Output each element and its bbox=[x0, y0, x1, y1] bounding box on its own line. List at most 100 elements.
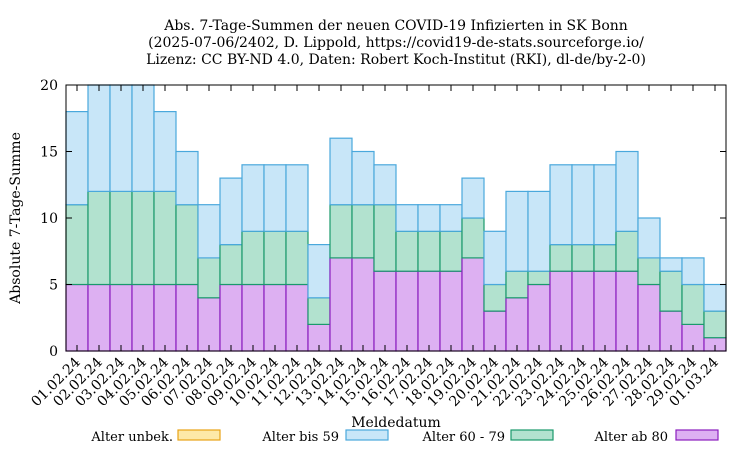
bar-alter-ab-80-23.02.24 bbox=[549, 270, 573, 352]
axes-layer: 0510152001.02.2402.02.2403.02.2404.02.24… bbox=[28, 78, 727, 410]
bar-alter-ab-80-24.02.24 bbox=[571, 270, 595, 352]
bar-alter-60-79-26.02.24 bbox=[615, 230, 639, 272]
bar-alter-bis-59-10.02.24 bbox=[263, 164, 287, 232]
bar-alter-60-79-16.02.24 bbox=[395, 230, 419, 272]
y-tick-label: 0 bbox=[49, 344, 58, 360]
legend: Alter unbek. Alter bis 59 Alter 60 - 79 Alt… bbox=[90, 429, 719, 445]
bar-alter-60-79-20.02.24 bbox=[483, 283, 507, 312]
legend-swatch-alter-ab-80 bbox=[675, 429, 719, 441]
title-line-2: (2025-07-06/2402, D. Lippold, https://co… bbox=[148, 35, 644, 51]
legend-swatch-alter-60-79 bbox=[510, 429, 554, 441]
bar-alter-ab-80-09.02.24 bbox=[241, 283, 265, 352]
bar-alter-ab-80-05.02.24 bbox=[153, 283, 177, 352]
bar-alter-60-79-07.02.24 bbox=[197, 257, 221, 299]
bar-alter-bis-59-27.02.24 bbox=[637, 217, 661, 259]
title-line-3: Lizenz: CC BY-ND 4.0, Daten: Robert Koch… bbox=[146, 52, 646, 68]
y-tick-label: 10 bbox=[40, 211, 58, 227]
bar-alter-bis-59-14.02.24 bbox=[351, 150, 375, 206]
bar-alter-60-79-28.02.24 bbox=[659, 270, 683, 312]
bar-alter-bis-59-02.02.24 bbox=[87, 84, 111, 193]
y-tick-label: 20 bbox=[40, 78, 58, 94]
bar-alter-bis-59-06.02.24 bbox=[175, 150, 199, 206]
bar-alter-bis-59-09.02.24 bbox=[241, 164, 265, 232]
bar-alter-bis-59-28.02.24 bbox=[659, 257, 683, 272]
bar-alter-bis-59-23.02.24 bbox=[549, 164, 573, 246]
bar-alter-bis-59-20.02.24 bbox=[483, 230, 507, 286]
bars-layer bbox=[65, 84, 727, 352]
bar-alter-60-79-23.02.24 bbox=[549, 244, 573, 272]
bar-alter-60-79-08.02.24 bbox=[219, 244, 243, 286]
bar-alter-60-79-04.02.24 bbox=[131, 190, 155, 286]
bar-alter-ab-80-18.02.24 bbox=[439, 270, 463, 352]
bar-alter-60-79-01.02.24 bbox=[65, 204, 89, 286]
bar-alter-60-79-10.02.24 bbox=[263, 230, 287, 286]
bar-alter-ab-80-01.02.24 bbox=[65, 283, 89, 352]
bar-alter-bis-59-13.02.24 bbox=[329, 137, 353, 206]
bar-alter-ab-80-27.02.24 bbox=[637, 283, 661, 352]
bar-alter-bis-59-25.02.24 bbox=[593, 164, 617, 246]
bar-alter-60-79-03.02.24 bbox=[109, 190, 133, 286]
chart-title: Abs. 7-Tage-Summen der neuen COVID-19 In… bbox=[146, 18, 646, 68]
legend-swatch-alter-bis-59 bbox=[345, 429, 389, 441]
bar-alter-60-79-19.02.24 bbox=[461, 217, 485, 259]
bar-alter-60-79-11.02.24 bbox=[285, 230, 309, 286]
y-axis-label: Absolute 7-Tage-Summe bbox=[8, 132, 24, 305]
bar-alter-ab-80-19.02.24 bbox=[461, 257, 485, 352]
bar-alter-bis-59-16.02.24 bbox=[395, 204, 419, 232]
bar-alter-60-79-24.02.24 bbox=[571, 244, 595, 272]
bar-alter-60-79-13.02.24 bbox=[329, 204, 353, 259]
bar-alter-ab-80-26.02.24 bbox=[615, 270, 639, 352]
bar-alter-ab-80-25.02.24 bbox=[593, 270, 617, 352]
bar-alter-60-79-05.02.24 bbox=[153, 190, 177, 286]
bar-alter-bis-59-11.02.24 bbox=[285, 164, 309, 232]
bar-alter-60-79-17.02.24 bbox=[417, 230, 441, 272]
bar-alter-60-79-06.02.24 bbox=[175, 204, 199, 286]
bar-alter-bis-59-07.02.24 bbox=[197, 204, 221, 259]
legend-label-alter-bis-59: Alter bis 59 bbox=[261, 430, 339, 445]
bar-alter-bis-59-19.02.24 bbox=[461, 177, 485, 219]
bar-alter-ab-80-15.02.24 bbox=[373, 270, 397, 352]
bar-alter-ab-80-02.02.24 bbox=[87, 283, 111, 352]
bar-alter-60-79-14.02.24 bbox=[351, 204, 375, 259]
bar-alter-ab-80-13.02.24 bbox=[329, 257, 353, 352]
y-tick-label: 15 bbox=[40, 145, 58, 161]
bar-alter-bis-59-04.02.24 bbox=[131, 84, 155, 193]
bar-alter-bis-59-15.02.24 bbox=[373, 164, 397, 206]
legend-label-alter-ab-80: Alter ab 80 bbox=[593, 430, 668, 445]
bar-alter-ab-80-11.02.24 bbox=[285, 283, 309, 352]
bar-alter-ab-80-04.02.24 bbox=[131, 283, 155, 352]
title-line-1: Abs. 7-Tage-Summen der neuen COVID-19 In… bbox=[163, 18, 628, 34]
bar-alter-60-79-12.02.24 bbox=[307, 297, 331, 325]
bar-alter-bis-59-29.02.24 bbox=[681, 257, 705, 286]
legend-label-alter-60-79: Alter 60 - 79 bbox=[421, 430, 505, 445]
bar-alter-60-79-02.02.24 bbox=[87, 190, 111, 286]
bar-alter-bis-59-21.02.24 bbox=[505, 190, 529, 272]
bar-alter-bis-59-24.02.24 bbox=[571, 164, 595, 246]
legend-swatch-alter-unbek bbox=[177, 429, 221, 441]
bar-alter-60-79-09.02.24 bbox=[241, 230, 265, 286]
bar-alter-bis-59-12.02.24 bbox=[307, 244, 331, 299]
bar-alter-bis-59-26.02.24 bbox=[615, 150, 639, 232]
bar-alter-bis-59-22.02.24 bbox=[527, 190, 551, 272]
bar-alter-60-79-21.02.24 bbox=[505, 270, 529, 299]
y-tick-label: 5 bbox=[49, 278, 58, 294]
bar-alter-ab-80-06.02.24 bbox=[175, 283, 199, 352]
bar-alter-bis-59-03.02.24 bbox=[109, 84, 133, 193]
bar-alter-bis-59-17.02.24 bbox=[417, 204, 441, 232]
bar-alter-ab-80-16.02.24 bbox=[395, 270, 419, 352]
bar-alter-ab-80-08.02.24 bbox=[219, 283, 243, 352]
bar-alter-60-79-22.02.24 bbox=[527, 270, 551, 286]
bar-alter-bis-59-01.03.24 bbox=[703, 283, 727, 312]
bar-alter-ab-80-14.02.24 bbox=[351, 257, 375, 352]
bar-alter-ab-80-22.02.24 bbox=[527, 283, 551, 352]
bar-alter-ab-80-07.02.24 bbox=[197, 297, 221, 352]
bar-alter-ab-80-21.02.24 bbox=[505, 297, 529, 352]
bar-alter-60-79-29.02.24 bbox=[681, 283, 705, 326]
legend-label-alter-unbek: Alter unbek. bbox=[90, 430, 173, 445]
bar-alter-ab-80-10.02.24 bbox=[263, 283, 287, 352]
bar-alter-60-79-27.02.24 bbox=[637, 257, 661, 286]
bar-alter-60-79-18.02.24 bbox=[439, 230, 463, 272]
bar-alter-ab-80-17.02.24 bbox=[417, 270, 441, 352]
bar-alter-bis-59-01.02.24 bbox=[65, 110, 89, 206]
